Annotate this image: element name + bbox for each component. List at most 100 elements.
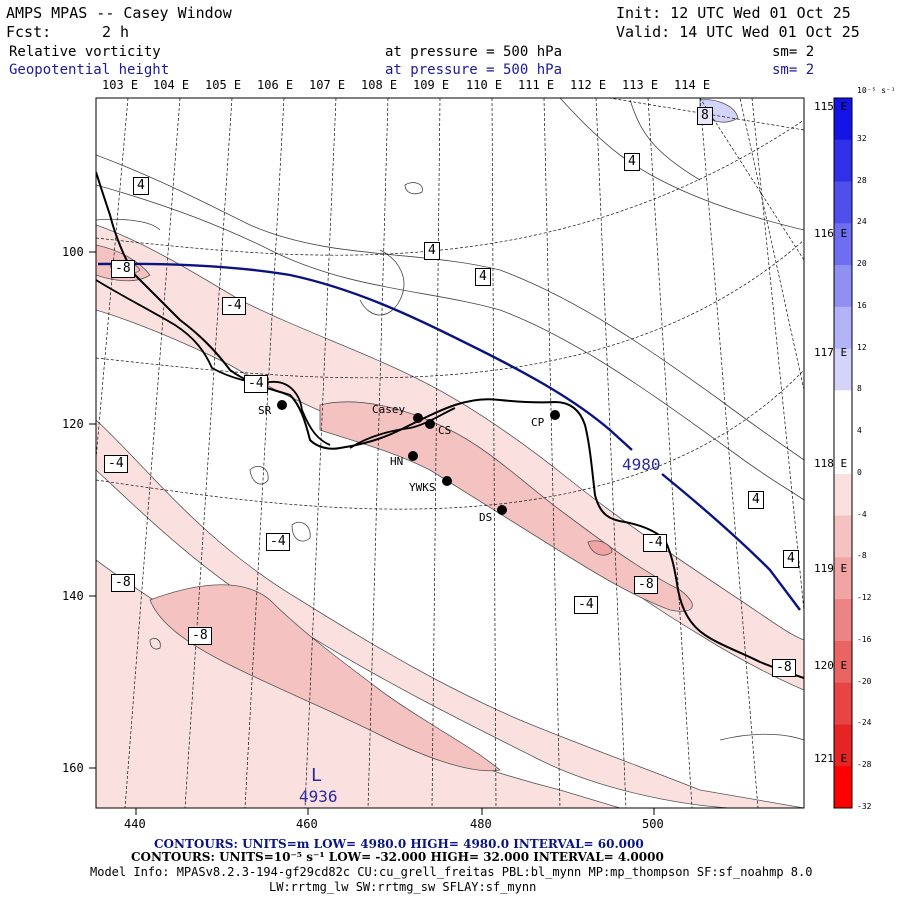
lon-label: 107 E xyxy=(309,78,346,92)
lon-label: 111 E xyxy=(518,78,555,92)
colorbar-tick-label: 24 xyxy=(857,217,867,227)
contour-label: -8 xyxy=(111,260,135,279)
station-label-casey: Casey xyxy=(372,403,406,416)
colorbar-swatch xyxy=(834,599,852,642)
station-marker xyxy=(408,451,418,461)
vorticity-patch-south xyxy=(149,584,501,772)
station-label-ds: DS xyxy=(479,511,493,524)
footer-contours-height: CONTOURS: UNITS=m LOW= 4980.0 HIGH= 4980… xyxy=(154,837,644,851)
colorbar-swatch xyxy=(834,265,852,308)
lon-label: 113 E xyxy=(622,78,659,92)
contour-label: -4 xyxy=(244,375,268,394)
lon-label: 114 E xyxy=(674,78,711,92)
x-tick-label: 440 xyxy=(124,817,146,831)
lon-label: 106 E xyxy=(257,78,294,92)
contour-label: 4 xyxy=(624,153,640,172)
contour-label: -4 xyxy=(266,533,290,552)
colorbar-swatch xyxy=(834,390,852,433)
contour-label: -4 xyxy=(643,534,667,553)
colorbar-tick-label: -20 xyxy=(857,676,872,686)
colorbar-units: 10⁻⁵ s⁻¹ xyxy=(857,86,896,95)
colorbar-tick-label: 16 xyxy=(857,300,867,310)
contour-label: -8 xyxy=(772,659,796,678)
footer-contours-vorticity: CONTOURS: UNITS=10⁻⁵ s⁻¹ LOW= -32.000 HI… xyxy=(131,850,664,864)
field1-smoothing: sm= 2 xyxy=(772,44,815,60)
coastline xyxy=(96,171,804,679)
colorbar-tick-label: -12 xyxy=(857,593,872,603)
right-lon-label: 117 E xyxy=(814,346,848,359)
colorbar-swatch xyxy=(834,348,852,391)
plot-title: AMPS MPAS -- Casey Window xyxy=(6,4,232,22)
contour-label: -4 xyxy=(222,297,246,316)
contour-label: 4 xyxy=(748,491,764,510)
meridians xyxy=(96,98,804,808)
colorbar xyxy=(834,98,852,809)
colorbar-tick-label: -8 xyxy=(857,551,867,561)
stations xyxy=(277,400,560,515)
y-tick-label: 120 xyxy=(62,417,84,431)
station-label-cp: CP xyxy=(531,416,545,429)
field2-smoothing: sm= 2 xyxy=(772,62,815,78)
contour-label: 4 xyxy=(475,268,491,287)
colorbar-swatch xyxy=(834,98,852,141)
footer-model-info-2: LW:rrtmg_lw SW:rrtmg_sw SFLAY:sf_mynn xyxy=(269,880,537,894)
map-plot-area xyxy=(96,98,804,808)
colorbar-swatch xyxy=(834,682,852,725)
lon-label: 109 E xyxy=(413,78,450,92)
lon-label: 105 E xyxy=(205,78,242,92)
footer-model-info: Model Info: MPASv8.2.3-194-gf29cd82c CU:… xyxy=(90,865,813,879)
y-tick-label: 160 xyxy=(62,761,84,775)
contour-label: -4 xyxy=(574,596,598,615)
field2-level: at pressure = 500 hPa xyxy=(385,62,563,78)
lon-label: 108 E xyxy=(361,78,398,92)
station-label-hn: HN xyxy=(390,455,404,468)
lon-label: 112 E xyxy=(570,78,607,92)
colorbar-tick-label: 8 xyxy=(857,384,862,394)
colorbar-tick-label: 32 xyxy=(857,133,867,143)
station-marker xyxy=(413,413,423,423)
lon-label: 110 E xyxy=(466,78,503,92)
low-marker: L xyxy=(311,765,322,786)
colorbar-tick-label: 28 xyxy=(857,175,867,185)
height-contour-label: 4980 xyxy=(622,455,661,474)
contour-label: 8 xyxy=(697,107,713,126)
low-value: 4936 xyxy=(299,787,338,806)
valid-time: Valid: 14 UTC Wed 01 Oct 25 xyxy=(616,23,860,41)
x-tick-label: 460 xyxy=(296,817,318,831)
colorbar-tick-label: 20 xyxy=(857,259,867,269)
field1-name: Relative vorticity xyxy=(9,44,161,60)
station-label-ywks: YWKS xyxy=(409,481,436,494)
colorbar-tick-label: 12 xyxy=(857,342,867,352)
colorbar-tick-label: -24 xyxy=(857,718,872,728)
colorbar-swatch xyxy=(834,223,852,266)
station-marker xyxy=(425,419,435,429)
colorbar-swatch xyxy=(834,181,852,224)
colorbar-tick-label: -16 xyxy=(857,634,872,644)
right-lon-label: 115 E xyxy=(814,100,848,113)
colorbar-swatch xyxy=(834,139,852,183)
contour-label: 4 xyxy=(783,550,799,569)
y-tick-label: 100 xyxy=(62,245,84,259)
height-contour-4980 xyxy=(97,262,633,451)
right-lon-label: 118 E xyxy=(814,457,848,470)
colorbar-tick-label: 0 xyxy=(857,467,862,477)
station-label-sr: SR xyxy=(258,404,272,417)
right-lon-label: 121 E xyxy=(814,752,848,765)
colorbar-swatch xyxy=(834,557,852,600)
colorbar-tick-label: -32 xyxy=(857,802,872,811)
x-tick-label: 480 xyxy=(470,817,492,831)
colorbar-swatch xyxy=(834,515,852,558)
right-lon-label: 120 E xyxy=(814,659,848,672)
contour-label: 4 xyxy=(133,177,149,196)
forecast-label: Fcst: xyxy=(6,23,52,41)
station-marker xyxy=(550,410,560,420)
colorbar-swatch xyxy=(834,432,852,475)
contour-label: -4 xyxy=(104,455,128,474)
colorbar-tick-label: -28 xyxy=(857,760,872,770)
station-label-cs: CS xyxy=(438,424,452,437)
contour-label: -8 xyxy=(111,574,135,593)
contour-label: 4 xyxy=(424,242,440,261)
station-marker xyxy=(442,476,452,486)
field2-name: Geopotential height xyxy=(9,62,170,78)
